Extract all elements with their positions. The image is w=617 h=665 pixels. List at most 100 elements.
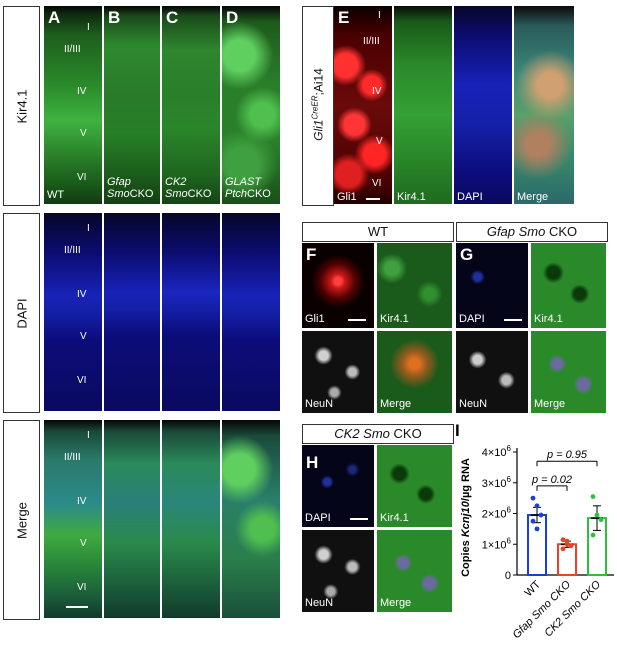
panel-e-gli1-image: E I II/III IV V VI Gli1	[334, 6, 392, 204]
genotype-gfap-italic: Smo	[107, 188, 130, 200]
panel-g-dapi-image: G DAPI	[456, 243, 528, 328]
panel-letter-i: I	[455, 421, 460, 440]
layer-label: V	[376, 136, 383, 147]
gli1-ai14-label-box: Gli1CreER;Ai14	[302, 6, 334, 206]
gli1-ai14-gene: Gli1	[311, 119, 326, 141]
data-point	[598, 517, 604, 523]
genotype-ck2-italic: Smo	[165, 188, 188, 200]
layer-label: IV	[372, 86, 382, 97]
merge-row-label-box: Merge	[3, 420, 40, 620]
scale-bar	[350, 518, 368, 520]
panel-b-dapi-image	[104, 213, 160, 411]
g-dapi-label: DAPI	[459, 313, 485, 325]
panel-c-merge-image	[162, 420, 220, 618]
panel-g-merge-image: Merge	[531, 331, 606, 413]
data-point	[568, 543, 574, 549]
kir41-row-label-box: Kir4.1	[3, 6, 40, 206]
gli1-ai14-suffix: ;Ai14	[311, 68, 326, 96]
layer-label: V	[80, 128, 87, 139]
genotype-ck2-label: CK2 SmoCKO	[165, 176, 211, 200]
e-channel-label: Kir4.1	[397, 191, 426, 203]
p-value-label: p = 0.02	[531, 474, 572, 486]
x-tick-label: WT	[523, 578, 544, 599]
layer-label: V	[80, 331, 87, 342]
panel-letter-a: A	[48, 8, 61, 27]
f-kir41-label: Kir4.1	[380, 313, 409, 325]
layer-label: VI	[77, 582, 87, 593]
genotype-gfap-cko: CKO	[129, 188, 154, 200]
g-merge-label: Merge	[534, 398, 566, 410]
dapi-row-label: DAPI	[14, 298, 30, 329]
y-tick-label: 2×106	[482, 506, 512, 521]
y-tick-label: 3×106	[482, 475, 512, 490]
layer-label: IV	[77, 86, 87, 97]
genotype-glast-line1: GLAST	[225, 176, 262, 188]
panel-a-dapi-image: I II/III IV V VI	[44, 213, 102, 411]
gfap-header-italic: Gfap Smo	[486, 224, 546, 239]
data-point	[534, 526, 540, 532]
e-channel-label: Merge	[517, 191, 549, 203]
panel-c-dapi-image	[162, 213, 220, 411]
data-point	[590, 494, 596, 499]
scale-bar	[348, 319, 366, 321]
data-point	[538, 512, 544, 518]
genotype-ck2-line1: CK2	[165, 176, 187, 188]
genotype-wt-label: WT	[47, 189, 65, 201]
panel-d-dapi-image	[222, 213, 280, 411]
layer-label: IV	[77, 289, 87, 300]
data-point	[564, 538, 570, 544]
f-merge-label: Merge	[380, 398, 412, 410]
bar	[527, 514, 547, 576]
data-point	[530, 495, 536, 501]
data-point	[530, 518, 536, 524]
e-channel-label: Gli1	[337, 191, 357, 203]
data-point	[590, 532, 596, 538]
h-kir41-label: Kir4.1	[380, 512, 409, 524]
layer-label: I	[87, 223, 90, 234]
kcnj10-bar-chart: 0 1×106 2×106 3×106 4×106 Copies Kcnj10/µg RN…	[460, 444, 614, 641]
panel-letter-f: F	[306, 245, 317, 264]
panel-letter-b: B	[108, 8, 121, 27]
panel-a-kir41-image: A I II/III IV V VI WT	[44, 6, 102, 204]
panel-e-kir41-image: Kir4.1	[394, 6, 452, 204]
genotype-glast-label: GLAST PtchCKO	[225, 176, 271, 200]
layer-label: VI	[77, 375, 87, 386]
panel-letter-e: E	[338, 8, 350, 27]
layer-label: I	[378, 10, 381, 21]
panel-d-merge-image	[222, 420, 280, 618]
wt-header: WT	[302, 222, 454, 242]
g-neun-label: NeuN	[459, 398, 488, 410]
panel-h-merge-image: Merge	[377, 530, 452, 612]
ck2-header-italic: CK2 Smo	[334, 426, 390, 441]
h-dapi-label: DAPI	[305, 512, 331, 524]
g-kir41-label: Kir4.1	[534, 313, 563, 325]
x-tick-label: CK2 Smo CKO	[542, 578, 603, 639]
panel-h-kir41-image: Kir4.1	[377, 445, 452, 527]
layer-label: I	[87, 430, 90, 441]
genotype-glast-cko: CKO	[247, 188, 271, 200]
e-channel-label: DAPI	[457, 191, 483, 203]
panel-letter-g: G	[460, 245, 474, 264]
panel-a-merge-image: I II/III IV V VI	[44, 420, 102, 618]
y-tick-label: 4×106	[482, 444, 512, 459]
layer-label: I	[87, 22, 90, 33]
ck2-smo-cko-header: CK2 Smo CKO	[302, 424, 454, 444]
panel-f-gli1-image: F Gli1	[302, 243, 374, 328]
panel-e-dapi-image: DAPI	[454, 6, 512, 204]
y-tick-label: 0	[505, 570, 511, 582]
panel-letter-c: C	[166, 8, 179, 27]
genotype-gfap-label: Gfap SmoCKO	[107, 176, 153, 200]
p-value-label: p = 0.95	[546, 449, 588, 461]
layer-label: VI	[77, 172, 87, 183]
f-gli1-label: Gli1	[305, 313, 325, 325]
genotype-ck2-cko: CKO	[187, 188, 212, 200]
panel-f-neun-image: NeuN	[302, 331, 374, 413]
panel-d-kir41-image: D GLAST PtchCKO	[222, 6, 280, 204]
gli1-ai14-row-label: Gli1CreER;Ai14	[311, 35, 326, 175]
gfap-header-cko: CKO	[545, 224, 578, 239]
f-neun-label: NeuN	[305, 398, 334, 410]
layer-label: VI	[372, 178, 382, 189]
scale-bar	[66, 606, 88, 608]
h-neun-label: NeuN	[305, 597, 334, 609]
panel-f-kir41-image: Kir4.1	[377, 243, 452, 328]
